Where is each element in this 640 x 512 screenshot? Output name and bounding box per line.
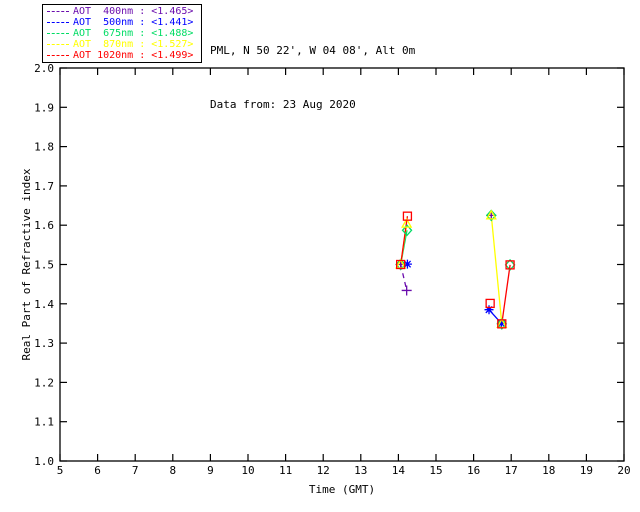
asterisk-marker-icon (402, 259, 412, 269)
plus-marker-icon (401, 285, 412, 296)
y-tick-label: 1.4 (34, 298, 54, 311)
legend-item-label: AOT 870nm : <1.527> (73, 39, 194, 50)
legend-item-label: AOT 675nm : <1.488> (73, 28, 194, 39)
legend-item: AOT 400nm : <1.465> (47, 6, 199, 17)
x-tick-label: 17 (505, 464, 518, 477)
legend-line-sample-icon (47, 33, 69, 34)
diamond-marker-icon (504, 258, 516, 271)
asterisk-marker-icon (496, 318, 506, 328)
x-tick-label: 14 (392, 464, 406, 477)
square-marker-icon (497, 319, 507, 329)
legend-item-label: AOT 400nm : <1.465> (73, 6, 194, 17)
y-tick-label: 1.9 (34, 101, 54, 114)
legend-item: AOT 675nm : <1.488> (47, 28, 199, 39)
series-line (501, 264, 511, 324)
x-tick-label: 12 (317, 464, 330, 477)
series-line (400, 216, 409, 265)
x-tick-label: 16 (467, 464, 480, 477)
x-tick-label: 11 (279, 464, 292, 477)
y-tick-label: 2.0 (34, 62, 54, 75)
x-tick-label: 8 (169, 464, 176, 477)
site-location-text: PML, N 50 22', W 04 08', Alt 0m (210, 44, 416, 57)
diamond-marker-icon (401, 224, 413, 237)
legend-line-sample-icon (47, 22, 69, 23)
x-tick-label: 18 (542, 464, 555, 477)
y-tick-label: 1.8 (34, 141, 54, 154)
square-marker-icon (396, 259, 406, 270)
series-line (490, 215, 503, 324)
diamond-marker-icon (496, 317, 508, 330)
y-tick-label: 1.1 (34, 416, 54, 429)
legend-box: AOT 400nm : <1.465> AOT 500nm : <1.441> AO… (42, 4, 202, 63)
triangle-marker-icon (485, 209, 497, 220)
legend-item: AOT 870nm : <1.527> (47, 39, 199, 50)
asterisk-marker-icon (484, 305, 494, 315)
legend-item-label: AOT 1020nm : <1.499> (73, 50, 194, 61)
x-tick-label: 13 (354, 464, 367, 477)
x-tick-label: 10 (241, 464, 254, 477)
legend-line-sample-icon (47, 44, 69, 45)
legend-line-sample-icon (47, 55, 69, 56)
y-tick-label: 1.3 (34, 337, 54, 350)
legend-line-sample-icon (47, 11, 69, 12)
triangle-marker-icon (401, 217, 413, 228)
y-tick-label: 1.2 (34, 376, 54, 389)
y-tick-label: 1.5 (34, 259, 54, 272)
diamond-marker-icon (395, 258, 407, 271)
x-tick-label: 19 (580, 464, 593, 477)
x-tick-label: 9 (207, 464, 214, 477)
data-date-text: Data from: 23 Aug 2020 (210, 98, 356, 111)
legend-item-label: AOT 500nm : <1.441> (73, 17, 194, 28)
x-tick-label: 5 (57, 464, 64, 477)
y-axis-label: Real Part of Refractive index (20, 168, 33, 360)
legend-item: AOT 1020nm : <1.499> (47, 50, 199, 61)
square-marker-icon (505, 260, 515, 270)
y-tick-label: 1.0 (34, 455, 54, 468)
plot-frame (59, 67, 625, 462)
y-tick-label: 1.6 (34, 219, 54, 232)
site-header: PML, N 50 22', W 04 08', Alt 0m Data fro… (210, 6, 415, 132)
x-axis-label: Time (GMT) (309, 483, 375, 496)
square-marker-icon (402, 211, 413, 221)
x-tick-label: 6 (94, 464, 101, 477)
square-marker-icon (485, 298, 495, 309)
diamond-marker-icon (485, 209, 497, 222)
x-tick-label: 20 (617, 464, 630, 477)
x-tick-label: 7 (132, 464, 139, 477)
legend-item: AOT 500nm : <1.441> (47, 17, 199, 28)
y-tick-label: 1.7 (34, 180, 54, 193)
x-tick-label: 15 (429, 464, 442, 477)
